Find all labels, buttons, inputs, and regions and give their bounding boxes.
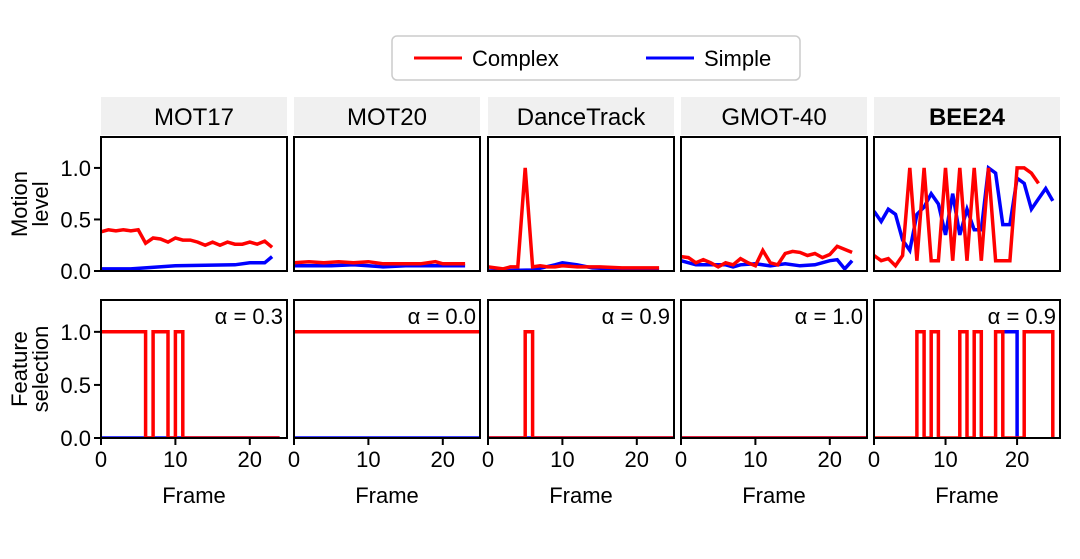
panel-frame [487, 299, 675, 439]
panel-frame [680, 299, 868, 439]
panel-frame [100, 136, 288, 272]
panel-title-strip [101, 97, 287, 135]
y-axis-title-line: level [28, 181, 53, 226]
x-tick-label: 20 [1005, 447, 1029, 472]
panel-title-strip [488, 97, 674, 135]
alpha-label: α = 0.9 [602, 304, 670, 329]
y-axis-title-line: selection [28, 326, 53, 413]
panel-title-strip [874, 97, 1060, 135]
legend: Complex Simple [391, 35, 801, 81]
x-axis-title: Frame [355, 483, 419, 508]
panel-title: MOT17 [154, 104, 234, 131]
y-tick-label: 0.0 [60, 259, 91, 284]
series-line-simple-motion [294, 263, 466, 269]
x-tick-label: 10 [743, 447, 767, 472]
x-tick-label: 20 [238, 447, 262, 472]
x-tick-label: 10 [163, 447, 187, 472]
x-axis-title: Frame [935, 483, 999, 508]
x-axis-title: Frame [549, 483, 613, 508]
x-tick-label: 10 [933, 447, 957, 472]
y-axis-title-line: Feature [7, 331, 32, 407]
x-tick-label: 20 [431, 447, 455, 472]
legend-label-complex: Complex [472, 46, 559, 71]
panel-frame [293, 136, 481, 272]
series-line-complex-motion [488, 167, 660, 271]
series-line-complex-motion [294, 259, 466, 266]
y-tick-label: 1.0 [60, 156, 91, 181]
panel-frame [293, 299, 481, 439]
x-tick-label: 0 [95, 447, 107, 472]
panel-frame [487, 136, 675, 272]
x-tick-label: 10 [550, 447, 574, 472]
series-line-simple-motion [101, 255, 274, 271]
panel-frame [873, 136, 1061, 272]
series-line-complex-selection [874, 330, 1055, 438]
panel-title-strip [294, 97, 480, 135]
y-axis-title-line: Motion [7, 171, 32, 237]
y-tick-label: 0.5 [60, 373, 91, 398]
series-line-complex-selection [101, 330, 280, 438]
x-axis-title: Frame [162, 483, 226, 508]
alpha-label: α = 1.0 [795, 304, 863, 329]
x-tick-label: 0 [482, 447, 494, 472]
alpha-label: α = 0.9 [988, 304, 1056, 329]
series-line-complex-selection [488, 330, 674, 438]
panel-title-strip [681, 97, 867, 135]
panel-title: GMOT-40 [721, 104, 826, 131]
x-tick-label: 0 [868, 447, 880, 472]
x-tick-label: 0 [288, 447, 300, 472]
legend-label-simple: Simple [704, 46, 771, 71]
panel-title: MOT20 [347, 104, 427, 131]
x-tick-label: 0 [675, 447, 687, 472]
panel-frame [873, 299, 1061, 439]
x-tick-label: 20 [625, 447, 649, 472]
y-tick-label: 0.5 [60, 207, 91, 232]
y-tick-label: 0.0 [60, 426, 91, 451]
alpha-label: α = 0.0 [408, 304, 476, 329]
series-line-simple-selection [1002, 330, 1019, 438]
x-axis-title: Frame [742, 483, 806, 508]
legend-frame [391, 35, 801, 81]
x-tick-label: 20 [818, 447, 842, 472]
panel-frame [100, 299, 288, 439]
series-line-complex-motion [101, 227, 274, 249]
series-line-complex-motion [874, 166, 1040, 269]
alpha-label: α = 0.3 [215, 304, 283, 329]
series-line-complex-motion [681, 244, 853, 269]
panel-title: BEE24 [929, 104, 1006, 131]
x-tick-label: 10 [356, 447, 380, 472]
panels: MOT17 MOT20 DanceTrack GMOT-40 BEE24 0.0 0.5 1.… [7, 97, 1061, 508]
panel-title: DanceTrack [517, 104, 646, 131]
panel-frame [680, 136, 868, 272]
y-tick-label: 1.0 [60, 320, 91, 345]
